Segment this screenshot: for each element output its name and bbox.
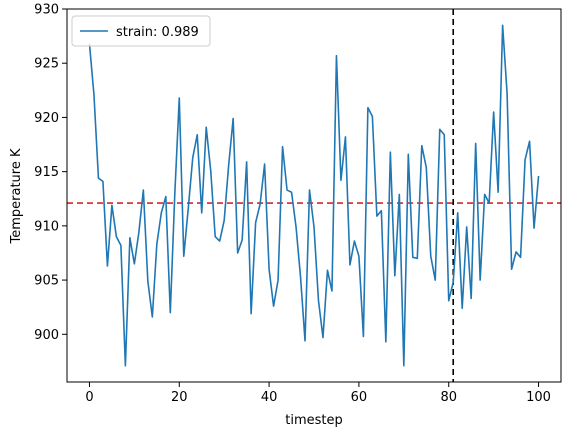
x-tick-label: 60 <box>351 390 368 405</box>
series-layer <box>88 24 540 367</box>
plot-area <box>67 9 561 382</box>
legend-label: strain: 0.989 <box>116 25 199 40</box>
x-tick-label: 80 <box>440 390 457 405</box>
y-tick-label: 920 <box>34 111 59 126</box>
y-tick-label: 910 <box>34 219 59 234</box>
y-tick-label: 905 <box>34 274 59 289</box>
y-tick-label: 925 <box>34 57 59 72</box>
y-tick-label: 930 <box>34 3 59 18</box>
y-axis-label: Temperature K <box>9 148 24 244</box>
x-tick-label: 40 <box>261 390 278 405</box>
plot-frame <box>66 8 562 383</box>
x-tick-label: 20 <box>171 390 188 405</box>
series-line <box>88 24 540 367</box>
y-tick-label: 900 <box>34 328 59 343</box>
reference-lines <box>67 9 561 382</box>
x-axis: 0 20 40 60 80 100 <box>85 382 551 405</box>
y-tick-label: 915 <box>34 165 59 180</box>
x-tick-label: 0 <box>85 390 93 405</box>
legend: strain: 0.989 <box>71 15 211 47</box>
x-tick-label: 100 <box>526 390 551 405</box>
x-axis-label: timestep <box>285 413 343 428</box>
y-axis: 900 905 910 915 920 925 930 <box>34 3 67 343</box>
legend-box <box>71 15 211 47</box>
